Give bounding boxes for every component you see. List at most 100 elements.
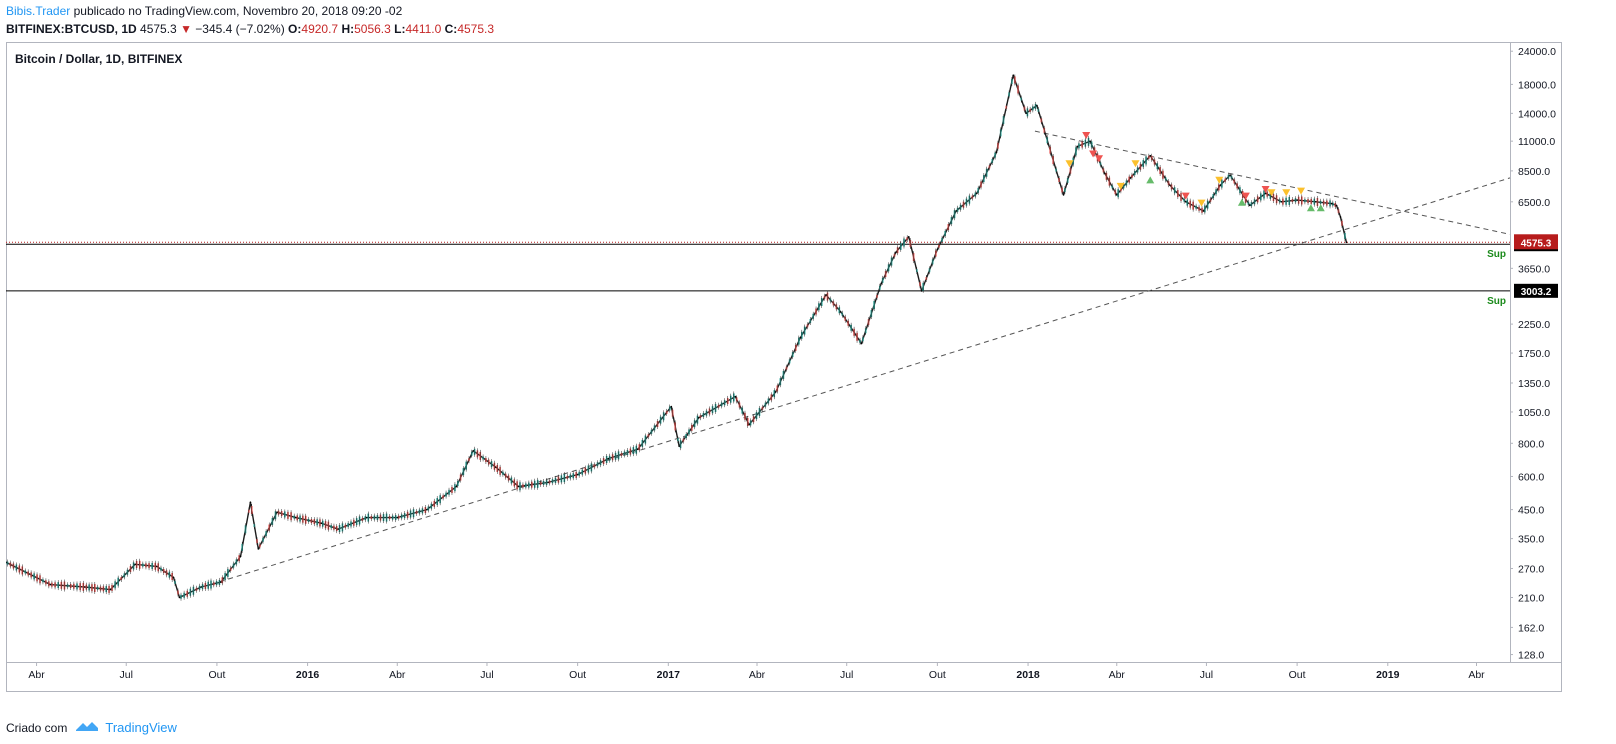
signal-marker (1197, 199, 1206, 207)
y-tick-label: 3650.0 (1518, 263, 1550, 275)
price-point (860, 342, 863, 345)
signal-marker (1082, 132, 1091, 140)
signal-marker (1065, 160, 1074, 168)
signal-marker (1116, 182, 1125, 190)
price-segment (936, 210, 957, 250)
price-segment (775, 337, 802, 393)
price-point (1076, 145, 1079, 148)
signal-marker (1316, 204, 1325, 212)
x-tick-label: Abr (389, 669, 406, 681)
chart-title: Bitcoin / Dollar, 1D, BITFINEX (15, 52, 182, 66)
signal-marker (1237, 198, 1246, 206)
price-point (799, 336, 802, 339)
price-point (547, 481, 549, 484)
price-point (1012, 74, 1015, 76)
last-price-tag (1514, 234, 1558, 250)
price-point (172, 576, 175, 579)
author-link[interactable]: Bibis.Trader (6, 4, 71, 18)
trendline[interactable] (1034, 130, 1511, 235)
price-point (455, 485, 458, 488)
price-segment (1185, 201, 1204, 212)
trendline[interactable] (210, 177, 1511, 586)
x-tick-label: Out (569, 669, 586, 681)
price-segment (995, 75, 1014, 153)
price-point (1249, 204, 1251, 207)
support-label: Sup (1487, 296, 1506, 307)
price-point (239, 555, 242, 558)
signal-marker (1282, 189, 1291, 197)
price-point (607, 457, 609, 460)
price-point (895, 251, 897, 253)
published-text: publicado no TradingView.com, Novembro 2… (73, 4, 403, 18)
price-point (1315, 201, 1317, 203)
last-price: 4575.3 (140, 22, 177, 36)
price-point (1062, 194, 1065, 196)
price-point (1129, 177, 1132, 179)
price-point (49, 583, 52, 586)
tradingview-link[interactable]: TradingView (105, 720, 177, 735)
price-point (495, 466, 497, 469)
x-tick-label: Abr (749, 669, 766, 681)
open-label: O: (288, 22, 302, 36)
signal-marker (1181, 192, 1190, 200)
price-point (178, 596, 181, 599)
price-point (748, 423, 750, 426)
price-point (1089, 140, 1091, 142)
price-chart[interactable]: Bitcoin / Dollar, 1D, BITFINEX Sup Sup 24… (5, 42, 1562, 692)
x-tick-label: Out (929, 669, 946, 681)
price-point (576, 473, 579, 476)
y-tick-label: 800.0 (1518, 438, 1544, 450)
y-tick-label: 270.0 (1518, 564, 1544, 576)
high-label: H: (341, 22, 355, 36)
y-tick-label: 6500.0 (1518, 197, 1550, 209)
x-tick-label: 2017 (657, 669, 681, 681)
price-point (426, 508, 428, 511)
price-point (880, 282, 882, 285)
chart-container[interactable]: Bitcoin / Dollar, 1D, BITFINEX Sup Sup 24… (5, 42, 1562, 692)
symbol-label: BITFINEX:BTCUSD, 1D (6, 22, 137, 36)
signal-marker (1215, 176, 1224, 184)
x-tick-label: Jul (840, 669, 853, 681)
y-tick-label: 128.0 (1518, 650, 1544, 662)
y-tick-label: 162.0 (1518, 622, 1544, 634)
price-point (1036, 104, 1038, 107)
price-segment (495, 466, 519, 488)
price-point (1184, 201, 1187, 203)
price-point (109, 588, 112, 591)
signal-marker (1261, 186, 1270, 194)
price-segment (109, 563, 136, 591)
price-point (825, 294, 827, 296)
level-price-tag (1514, 283, 1558, 298)
price-point (1296, 199, 1298, 201)
x-tick-label: Abr (28, 669, 45, 681)
footer: Criado com TradingView (6, 720, 177, 735)
x-tick-label: Jul (120, 669, 133, 681)
price-point (1339, 216, 1342, 218)
price-segment (276, 511, 296, 519)
y-tick-label: 14000.0 (1518, 108, 1556, 120)
price-point (1219, 184, 1222, 187)
price-segment (172, 577, 181, 598)
price-segment (156, 565, 174, 578)
price-point (220, 581, 222, 583)
price-point (1169, 184, 1171, 187)
signal-marker (1241, 192, 1250, 200)
close-label: C: (444, 22, 458, 36)
price-point (1264, 192, 1267, 195)
price-segment (257, 511, 278, 550)
low-value: 4411.0 (405, 22, 442, 36)
created-with-text: Criado com (6, 720, 68, 735)
price-point (472, 449, 474, 452)
close-value: 4575.3 (457, 22, 495, 36)
price-point (1229, 174, 1231, 176)
price-point (1104, 172, 1106, 175)
x-tick-label: Abr (1468, 669, 1485, 681)
price-point (734, 395, 737, 398)
price-segment (1202, 184, 1221, 212)
price-point (200, 586, 202, 588)
price-point (774, 391, 777, 393)
tradingview-logo-icon[interactable] (75, 720, 99, 735)
ohlc-line: BITFINEX:BTCUSD, 1D 4575.3 ▼ −345.4 (−7.… (6, 22, 494, 36)
signal-marker (1297, 187, 1306, 195)
price-point (636, 448, 639, 451)
